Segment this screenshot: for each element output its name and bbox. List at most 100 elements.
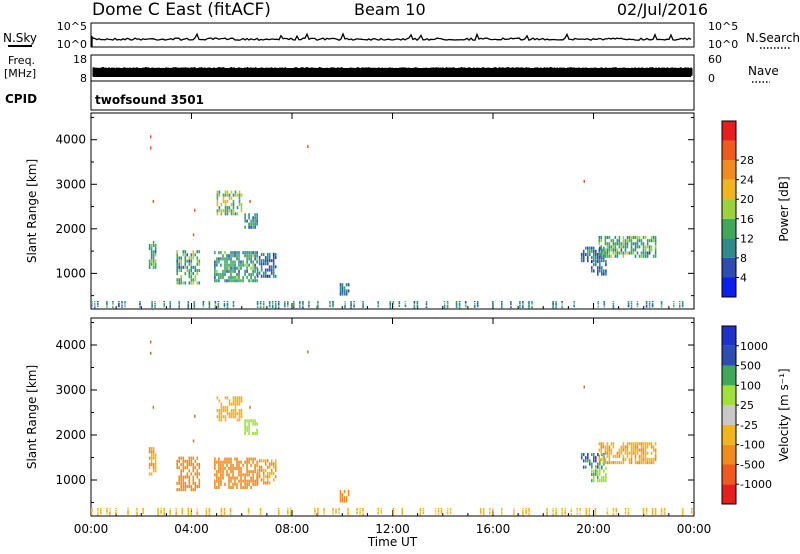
power-cell (608, 235, 611, 239)
velocity-cell (196, 456, 199, 460)
power-colorbar-segment (722, 257, 736, 278)
velocity-cell (314, 513, 316, 515)
power-cell (193, 302, 196, 305)
power-cell (152, 253, 155, 257)
power-cell (605, 272, 607, 276)
velocity-cell (256, 460, 258, 464)
power-cell (256, 271, 259, 275)
velocity-cell (591, 479, 593, 483)
velocity-cell (603, 453, 605, 457)
power-cell (188, 268, 191, 272)
velocity-cell (605, 475, 607, 480)
power-cell (612, 251, 615, 255)
velocity-cell (482, 507, 485, 511)
power-cell (597, 269, 599, 273)
velocity-cell (248, 431, 250, 435)
velocity-cell (254, 431, 256, 435)
velocity-cell (160, 509, 162, 512)
velocity-cell (287, 507, 289, 509)
velocity-cell (230, 466, 232, 471)
velocity-cell (489, 509, 491, 511)
velocity-cell (274, 462, 277, 466)
power-cell (182, 253, 185, 257)
power-cell (194, 278, 197, 282)
velocity-cell (218, 460, 220, 464)
velocity-cell (240, 408, 243, 413)
power-cell (228, 266, 230, 270)
velocity-cell (238, 463, 240, 467)
power-cell (580, 259, 583, 263)
power-cell (238, 260, 240, 264)
velocity-cell (622, 442, 625, 446)
power-cell (260, 274, 263, 278)
power-cell (178, 268, 180, 272)
velocity-cell (178, 459, 180, 463)
velocity-cell (594, 509, 597, 512)
velocity-cell (220, 473, 222, 477)
power-cell (377, 306, 379, 308)
velocity-cell (230, 412, 233, 416)
velocity-cell (236, 412, 239, 416)
power-cell (97, 302, 99, 305)
velocity-cell (97, 511, 99, 513)
power-cell (604, 239, 607, 243)
power-cell (224, 269, 226, 273)
power-cell (284, 306, 286, 308)
velocity-cell (248, 422, 250, 426)
power-cell (154, 259, 157, 263)
power-cell (404, 301, 407, 302)
velocity-cell (338, 513, 340, 515)
power-cell (605, 260, 607, 264)
velocity-cell (176, 488, 178, 492)
velocity-cell (646, 442, 649, 446)
velocity-cell (148, 456, 151, 460)
velocity-cell (222, 460, 224, 464)
velocity-cell (434, 509, 437, 511)
velocity-cell (196, 513, 199, 516)
power-cell (446, 301, 449, 303)
power-cell (274, 301, 277, 303)
velocity-cell (272, 465, 275, 469)
velocity-cell (230, 460, 232, 464)
power-colorbar-segment (722, 140, 736, 161)
power-cell (266, 262, 269, 266)
power-cell (642, 242, 645, 246)
velocity-cell (154, 462, 157, 467)
power-cell (362, 304, 364, 307)
velocity-cell (591, 472, 593, 476)
velocity-cell (222, 466, 224, 471)
power-cell (522, 306, 524, 308)
velocity-cell (634, 454, 637, 458)
velocity-cell (640, 442, 643, 446)
power-cell (593, 263, 595, 267)
velocity-cell (634, 457, 637, 462)
power-colorbar-frame (721, 120, 737, 298)
velocity-cell (634, 461, 637, 465)
power-cell (317, 304, 319, 307)
power-cell (242, 276, 244, 280)
velocity-cell (638, 461, 641, 465)
power-cell (254, 222, 256, 226)
velocity-cell (597, 472, 599, 476)
power-cell (601, 266, 603, 270)
velocity-cell (594, 511, 597, 513)
velocity-cell (236, 485, 238, 489)
velocity-cell (152, 469, 155, 473)
power-cell (455, 306, 458, 308)
velocity-cell (622, 448, 625, 452)
velocity-cell (182, 484, 185, 489)
velocity-colorbar-tick-label: 500 (740, 360, 761, 373)
power-cell (595, 249, 597, 253)
cpid-value: twofsound 3501 (95, 93, 204, 107)
velocity-cell (226, 473, 228, 477)
velocity-cell (178, 456, 180, 460)
velocity-cell (323, 511, 325, 513)
power-cell (636, 242, 639, 246)
velocity-cell (600, 445, 603, 449)
nsearch-tick-top: 10^5 (708, 20, 738, 33)
velocity-ytick-label: 1000 (55, 473, 86, 487)
power-cell (226, 254, 228, 258)
velocity-cell (626, 442, 629, 446)
power-cell (250, 225, 252, 229)
power-cell (178, 278, 180, 282)
